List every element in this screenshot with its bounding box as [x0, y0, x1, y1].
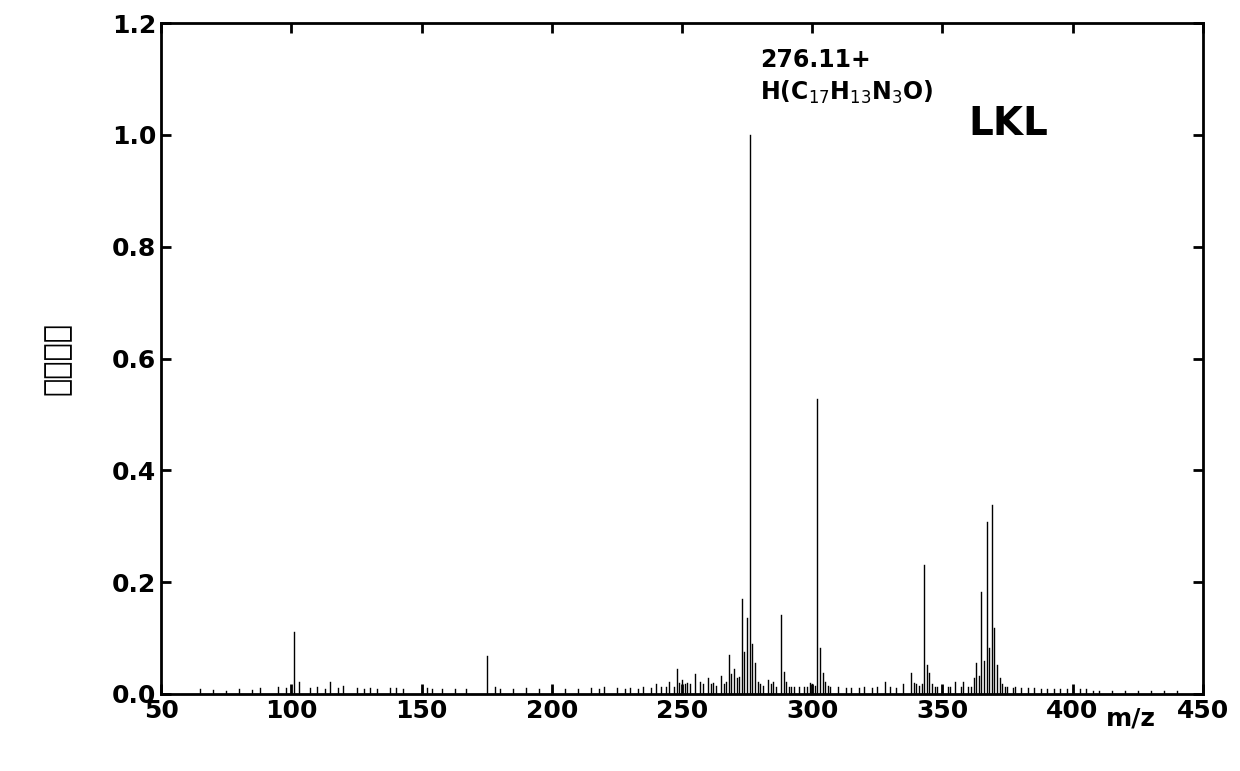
Text: LKL: LKL [968, 105, 1048, 143]
Text: 相对丰度: 相对丰度 [42, 322, 72, 395]
Text: 276.11+: 276.11+ [760, 49, 870, 72]
Text: H(C$_{17}$H$_{13}$N$_{3}$O): H(C$_{17}$H$_{13}$N$_{3}$O) [760, 79, 934, 106]
Text: m/z: m/z [1106, 707, 1156, 731]
